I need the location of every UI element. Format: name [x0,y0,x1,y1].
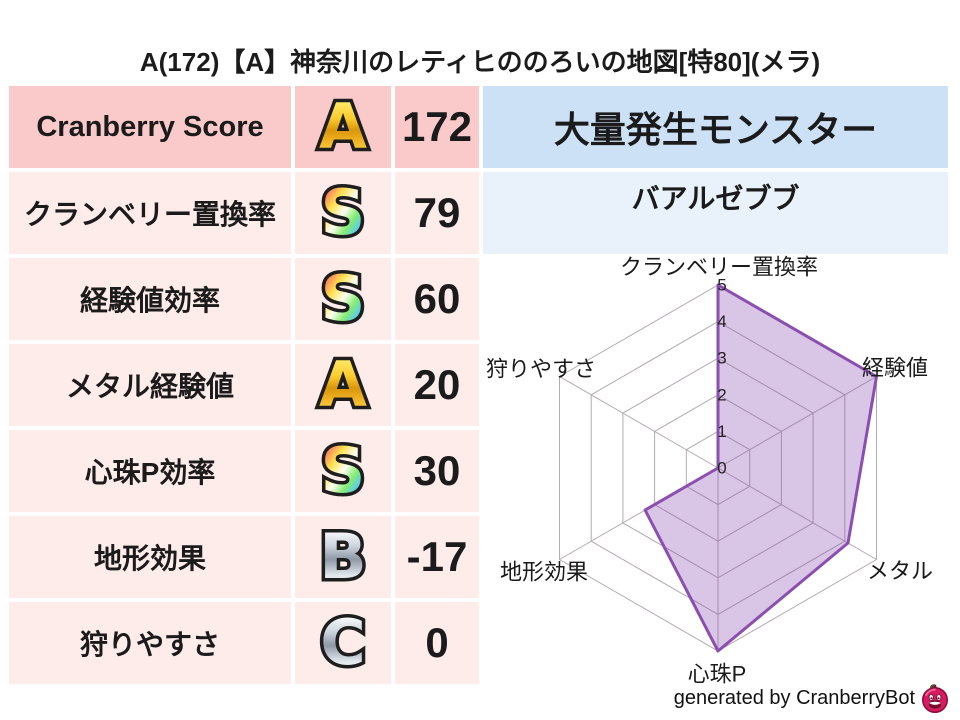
radar-axis-label: メタル [867,559,933,584]
stat-row: クランベリー置換率 SS 79 [9,172,479,254]
rank-letter-A: AA [316,348,371,421]
rank-badge: SS [295,172,391,254]
rank-letter-S: SS [317,434,369,507]
radar-data-polygon [643,283,878,653]
rank-badge: AA [295,86,391,168]
radar-tick-label: 1 [717,422,726,441]
footer-credit: generated by CranberryBot [674,682,950,714]
stat-value: 20 [395,344,479,426]
stat-label: Cranberry Score [9,86,291,168]
rank-badge: AA [295,344,391,426]
rank-badge: SS [295,258,391,340]
rank-letter-fill: S [320,176,366,249]
radar-axis-label: 経験値 [862,356,928,381]
radar-tick-label: 2 [717,385,726,404]
rank-letter-outline: S [317,434,369,507]
rank-letter-outline: S [317,176,369,249]
radar-tick-label: 5 [717,276,726,295]
stat-row: 心珠P効率 SS 30 [9,430,479,512]
radar-grid-spoke [717,467,877,560]
radar-axis-label: 狩りやすさ [486,357,596,382]
stats-table: Cranberry ScoreAA172クランベリー置換率SS79経験値効率SS… [9,86,479,684]
stat-value: -17 [395,516,479,598]
stat-label: メタル経験値 [9,344,291,426]
radar-grid-spoke [717,376,877,469]
rank-letter-fill: S [320,434,366,507]
stat-value: 0 [395,602,479,684]
radar-axis-label: 地形効果 [500,560,588,585]
rank-badge: BB [295,516,391,598]
stat-value: 60 [395,258,479,340]
rank-letter-outline: C [317,606,369,679]
rank-letter-C: CC [317,606,369,679]
rank-letter-outline: A [316,348,371,421]
rank-letter-S: SS [317,176,369,249]
rank-letter-fill: A [319,90,367,163]
rank-letter-fill: C [320,606,366,679]
rank-letter-A: AA [316,90,371,163]
stat-row: Cranberry Score AA 172 [9,86,479,168]
monster-panel-header: 大量発生モンスター [483,86,948,168]
radar-grid-spoke [559,376,719,469]
radar-tick-label: 4 [717,312,726,331]
rank-badge: CC [295,602,391,684]
rank-letter-outline: B [316,520,370,593]
stat-row: 経験値効率 SS 60 [9,258,479,340]
cranberry-bot-icon [922,684,948,713]
stat-label: 地形効果 [9,516,291,598]
stat-label: 経験値効率 [9,258,291,340]
stat-value: 30 [395,430,479,512]
stat-label: 心珠P効率 [9,430,291,512]
stat-row: メタル経験値 AA 20 [9,344,479,426]
stat-label: クランベリー置換率 [9,172,291,254]
rank-letter-fill: A [319,348,367,421]
radar-tick-label: 0 [717,459,726,478]
radar-tick-label: 3 [717,349,726,368]
radar-axis-label: 心珠P [688,662,747,687]
stat-value: 172 [395,86,479,168]
radar-axis-label: クランベリー置換率 [620,255,818,280]
rank-letter-fill: B [319,520,367,593]
stat-label: 狩りやすさ [9,602,291,684]
rank-letter-S: SS [317,262,369,335]
rank-badge: SS [295,430,391,512]
page-title: A(172)【A】神奈川のレティヒののろいの地図[特80](メラ) [139,47,821,77]
stat-row: 狩りやすさ CC 0 [9,602,479,684]
rank-letter-outline: A [316,90,371,163]
rank-letter-outline: S [317,262,369,335]
monster-name: バアルゼブブ [483,172,948,254]
rank-letter-B: BB [316,520,370,593]
stat-row: 地形効果 BB -17 [9,516,479,598]
rank-letter-fill: S [320,262,366,335]
credit-text: generated by CranberryBot [673,686,915,709]
stat-value: 79 [395,172,479,254]
